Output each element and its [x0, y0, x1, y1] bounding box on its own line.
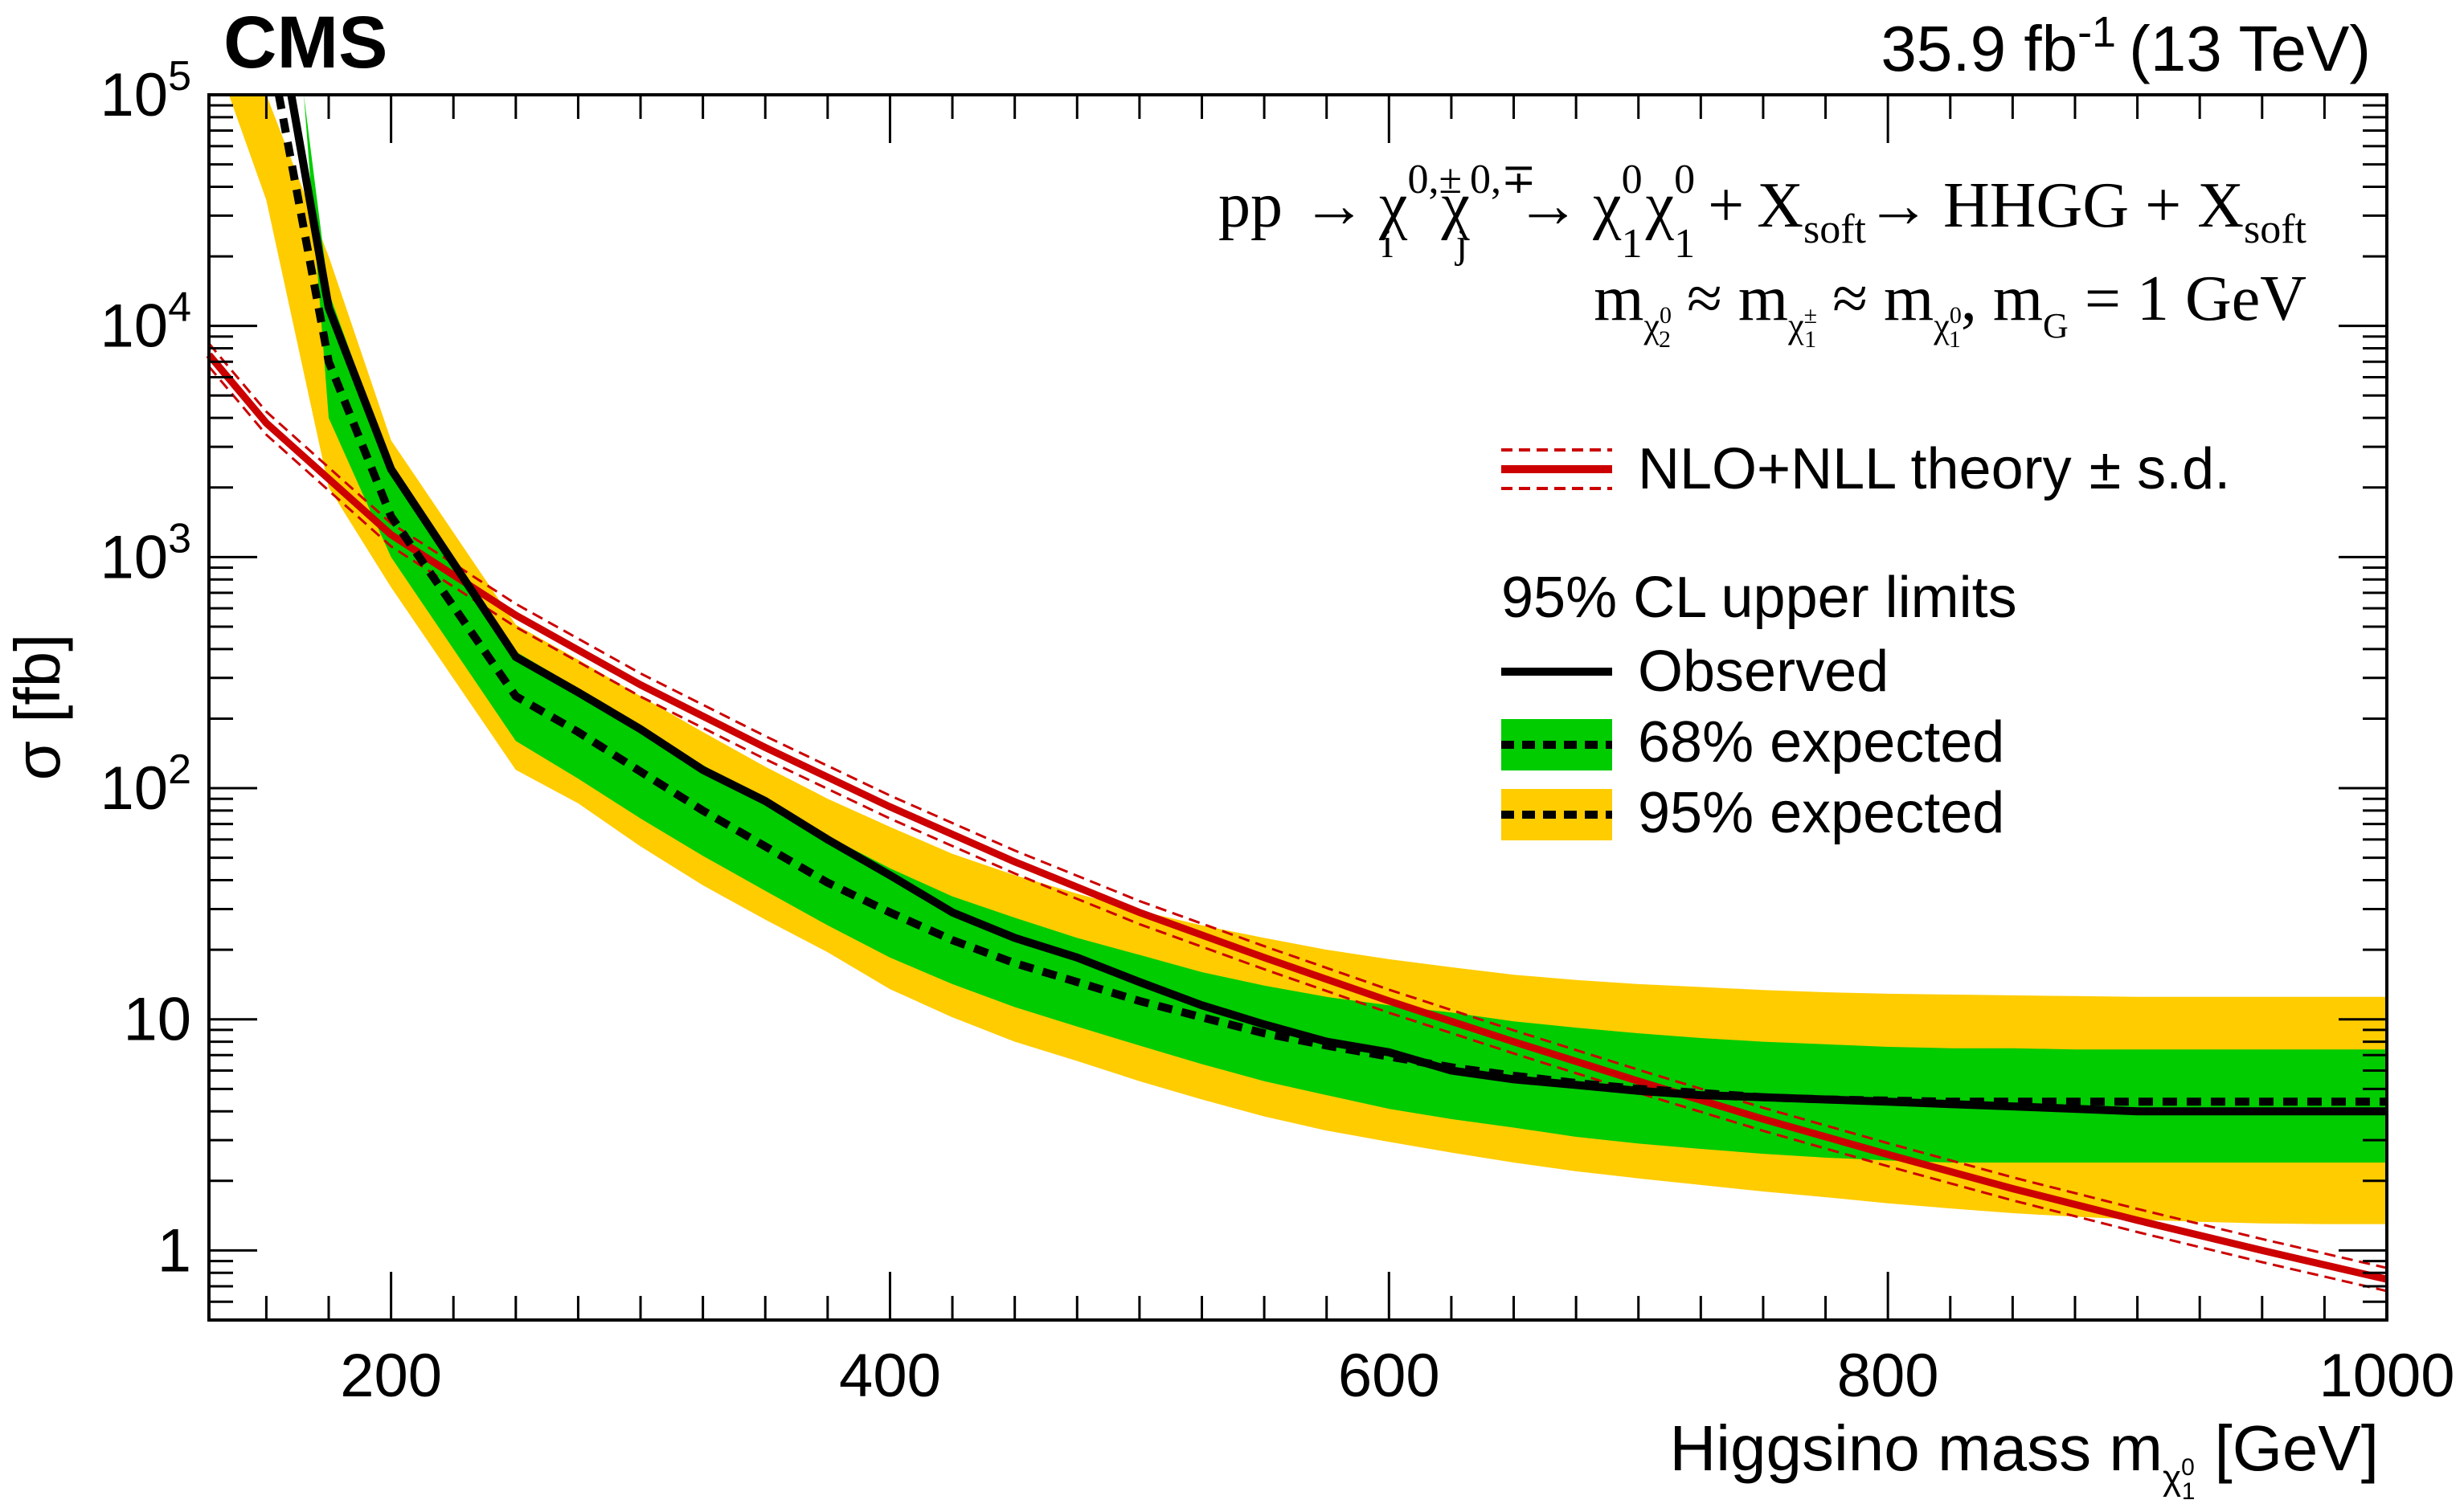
lumi-label: 35.9 fb-1 (13 TeV)	[1881, 8, 2371, 84]
x-tick-label: 400	[839, 1342, 941, 1410]
legend-exp68-label: 68% expected	[1638, 710, 2004, 774]
theory-minus-sd-line	[207, 366, 2388, 1293]
plot-frame	[207, 93, 2388, 1322]
legend-observed-label: Observed	[1638, 640, 1889, 704]
theory-line	[206, 352, 2388, 1283]
energy-label: (13 TeV)	[2129, 13, 2371, 84]
legend: NLO+NLL theory ± s.d. 95% CL upper limits…	[1501, 437, 2230, 845]
lumi-exp: -1	[2077, 8, 2116, 56]
lumi-value: 35.9 fb	[1881, 13, 2077, 84]
y-tick-label: 1	[158, 1216, 191, 1285]
theory-layer	[206, 342, 2388, 1293]
mass-condition-label: mχ0 2≈ mχ± 1≈ mχ0 1, mG = 1 GeV	[1594, 264, 2306, 353]
legend-theory-label: NLO+NLL theory ± s.d.	[1638, 437, 2230, 501]
y-tick-label: 105	[100, 53, 191, 129]
ticks-layer	[209, 93, 2388, 1322]
legend-header: 95% CL upper limits	[1501, 566, 2017, 630]
observed-layer	[287, 94, 2387, 1116]
x-axis-label: Higgsino mass mχ0 1[GeV]	[1669, 1412, 2379, 1504]
y-tick-label: 104	[100, 284, 191, 361]
legend-exp95-label: 95% expected	[1638, 781, 2004, 845]
y-axis-label: σ [fb]	[2, 634, 73, 781]
tick-labels-layer: 200 400 600 800 1000 1 10 102 103 104 105	[100, 53, 2455, 1410]
experiment-label: CMS	[223, 2, 387, 84]
process-label: pp → χ0,± iχ0,∓ j→ χ0 1χ0 1+ Xsoft→ HHGG + Xsoft	[1218, 157, 2307, 267]
x-tick-label: 600	[1338, 1342, 1440, 1410]
x-tick-label: 200	[340, 1342, 442, 1410]
band-68-layer	[304, 95, 2387, 1163]
observed-line	[287, 94, 2387, 1116]
theory-plus-sd-line	[207, 342, 2388, 1269]
band-68-expected	[304, 95, 2387, 1163]
x-tick-label: 800	[1837, 1342, 1939, 1410]
y-tick-label: 102	[100, 746, 191, 823]
legend-theory-symbol	[1501, 448, 1612, 490]
y-tick-label: 10	[123, 986, 191, 1054]
x-tick-label: 1000	[2319, 1342, 2454, 1410]
y-tick-label: 103	[100, 515, 191, 591]
